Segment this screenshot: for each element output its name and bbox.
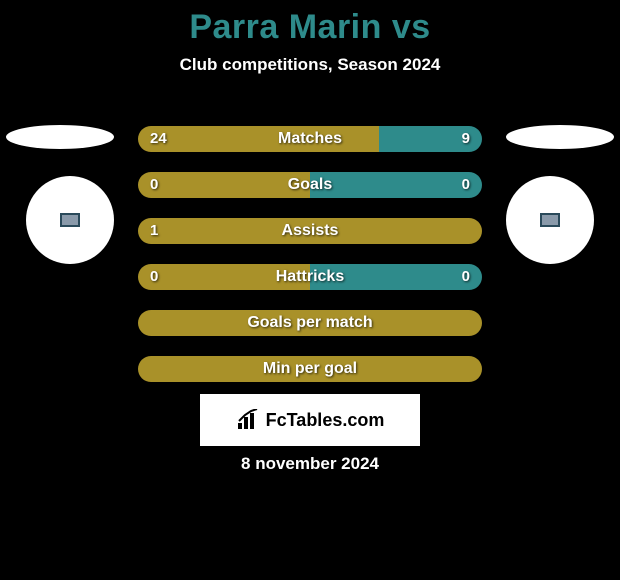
stat-label: Hattricks (138, 264, 482, 290)
avatar-placeholder-icon (540, 213, 560, 227)
player-avatar-right (506, 176, 594, 264)
page-title: Parra Marin vs (0, 0, 620, 47)
stat-row: Goals0 0 (138, 172, 482, 198)
title-player1: Parra Marin (189, 8, 382, 46)
stat-label: Assists (138, 218, 482, 244)
player-avatar-left (26, 176, 114, 264)
avatar-placeholder-icon (60, 213, 80, 227)
stat-row: Goals per match (138, 310, 482, 336)
title-vs: vs (392, 8, 431, 46)
stats-bars: Matches249Goals00Assists1Hattricks00Goal… (138, 126, 482, 402)
stat-value-right: 9 (462, 126, 470, 152)
stat-label: Goals (138, 172, 482, 198)
branding-text: FcTables.com (266, 410, 385, 431)
branding-box: FcTables.com (200, 394, 420, 446)
stat-label: Min per goal (138, 356, 482, 382)
decor-ellipse-left (6, 125, 114, 149)
decor-ellipse-right (506, 125, 614, 149)
stat-row: Matches24 9 (138, 126, 482, 152)
stat-row: Min per goal (138, 356, 482, 382)
date-text: 8 november 2024 (0, 454, 620, 474)
stat-value-left: 1 (150, 218, 158, 244)
stat-value-left: 0 (150, 264, 158, 290)
stat-value-left: 24 (150, 126, 167, 152)
stat-label: Matches (138, 126, 482, 152)
stat-value-left: 0 (150, 172, 158, 198)
stat-row: Assists1 (138, 218, 482, 244)
stat-label: Goals per match (138, 310, 482, 336)
subtitle: Club competitions, Season 2024 (0, 55, 620, 75)
stat-value-right: 0 (462, 264, 470, 290)
stat-value-right: 0 (462, 172, 470, 198)
stat-row: Hattricks0 0 (138, 264, 482, 290)
branding-bars-icon (236, 409, 260, 431)
